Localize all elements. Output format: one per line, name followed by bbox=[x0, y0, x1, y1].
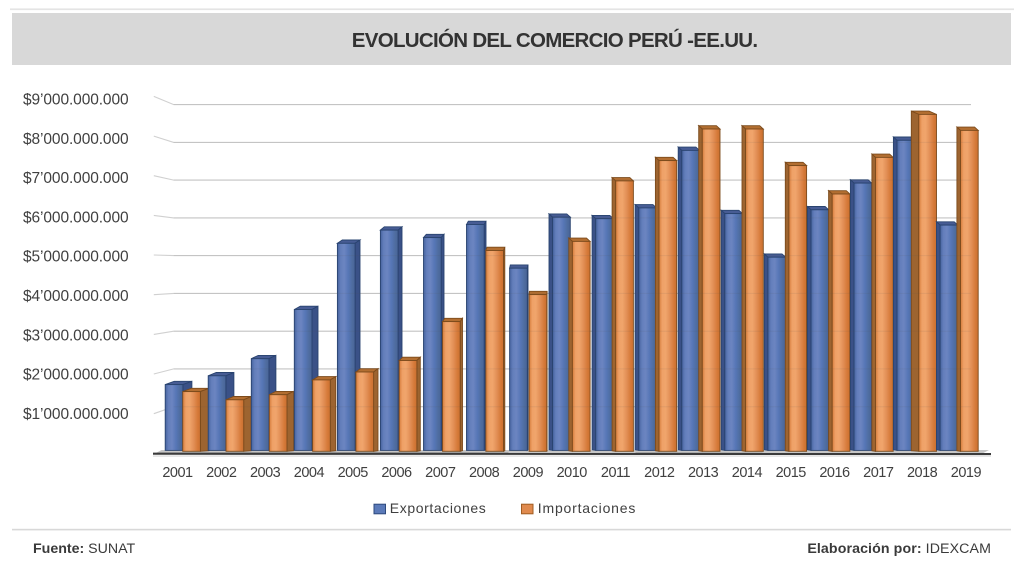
svg-text:2016: 2016 bbox=[819, 465, 850, 481]
svg-text:$7’000.000.000: $7’000.000.000 bbox=[23, 170, 129, 187]
svg-text:2011: 2011 bbox=[601, 465, 631, 481]
svg-text:Fuente: SUNAT: Fuente: SUNAT bbox=[33, 541, 136, 557]
svg-text:Importaciones: Importaciones bbox=[538, 500, 636, 516]
svg-text:2005: 2005 bbox=[338, 465, 369, 481]
svg-text:2001: 2001 bbox=[162, 465, 193, 481]
svg-text:EVOLUCIÓN DEL COMERCIO PERÚ -E: EVOLUCIÓN DEL COMERCIO PERÚ -EE.UU. bbox=[352, 28, 758, 52]
svg-text:2008: 2008 bbox=[469, 465, 500, 481]
svg-text:$9’000.000.000: $9’000.000.000 bbox=[23, 92, 129, 109]
svg-text:2013: 2013 bbox=[688, 465, 719, 481]
svg-text:2018: 2018 bbox=[907, 465, 938, 481]
svg-text:2014: 2014 bbox=[732, 465, 763, 481]
svg-text:$4’000.000.000: $4’000.000.000 bbox=[23, 288, 129, 305]
svg-text:2019: 2019 bbox=[951, 465, 982, 481]
svg-text:2009: 2009 bbox=[513, 465, 544, 481]
svg-text:$5’000.000.000: $5’000.000.000 bbox=[23, 249, 129, 266]
svg-text:$8’000.000.000: $8’000.000.000 bbox=[23, 131, 129, 148]
svg-text:$6’000.000.000: $6’000.000.000 bbox=[23, 209, 129, 226]
svg-text:2003: 2003 bbox=[250, 465, 281, 481]
svg-text:Elaboración por:IDEXCAM: Elaboración por: IDEXCAM bbox=[807, 541, 991, 557]
svg-text:2012: 2012 bbox=[644, 465, 675, 481]
svg-text:Exportaciones: Exportaciones bbox=[390, 500, 487, 516]
svg-text:$1’000.000.000: $1’000.000.000 bbox=[23, 406, 129, 423]
svg-text:2015: 2015 bbox=[776, 465, 807, 481]
svg-text:2010: 2010 bbox=[557, 465, 588, 481]
svg-text:2007: 2007 bbox=[425, 465, 456, 481]
svg-text:$2’000.000.000: $2’000.000.000 bbox=[23, 367, 129, 384]
svg-text:2002: 2002 bbox=[206, 465, 237, 481]
svg-text:2017: 2017 bbox=[863, 465, 894, 481]
svg-text:2004: 2004 bbox=[294, 465, 325, 481]
svg-text:$3’000.000.000: $3’000.000.000 bbox=[23, 327, 129, 344]
svg-text:2006: 2006 bbox=[381, 465, 412, 481]
